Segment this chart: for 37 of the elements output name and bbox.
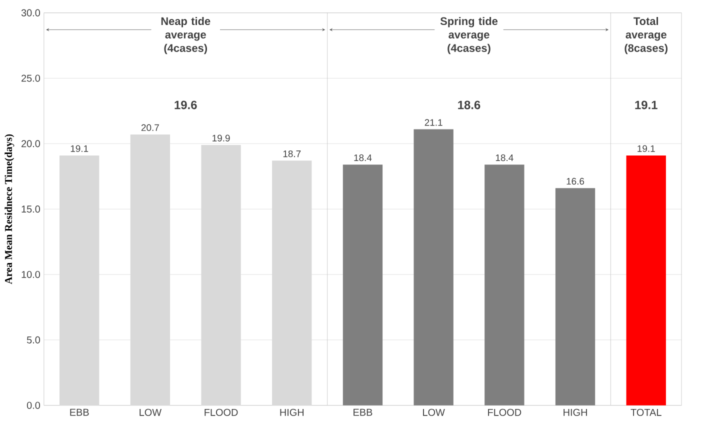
x-tick-label: FLOOD bbox=[204, 408, 238, 416]
data-label: 18.4 bbox=[496, 154, 514, 162]
x-tick-label: TOTAL bbox=[630, 408, 662, 416]
annotation: 19.6 bbox=[174, 100, 197, 110]
data-label: 19.1 bbox=[638, 145, 655, 152]
y-tick-label: 5.0 bbox=[26, 336, 40, 344]
y-tick-label: 0.0 bbox=[26, 402, 40, 409]
x-tick-label: HIGH bbox=[280, 408, 304, 416]
y-tick-label: 10.0 bbox=[22, 270, 40, 278]
y-axis-title: Area Mean Residnece Time(days) bbox=[4, 134, 14, 284]
y-tick-label: 25.0 bbox=[22, 74, 40, 82]
bar bbox=[626, 155, 666, 406]
bar bbox=[484, 164, 524, 406]
data-label: 19.1 bbox=[70, 145, 88, 152]
x-tick-label: HIGH bbox=[564, 408, 587, 416]
x-tick-label: EBB bbox=[70, 408, 89, 416]
x-tick-label: EBB bbox=[354, 408, 372, 416]
annotation: Total average (8cases) bbox=[624, 17, 668, 54]
bar bbox=[342, 164, 383, 406]
y-tick-label: 15.0 bbox=[22, 206, 40, 213]
x-tick-label: LOW bbox=[423, 408, 445, 416]
annotation: Spring tide average (4cases) bbox=[440, 17, 498, 54]
data-label: 18.7 bbox=[283, 150, 301, 158]
x-tick-label: LOW bbox=[140, 408, 162, 416]
data-label: 16.6 bbox=[566, 178, 584, 185]
data-label: 20.7 bbox=[141, 124, 159, 131]
annotation: 19.1 bbox=[635, 100, 658, 110]
y-tick-label: 30.0 bbox=[21, 9, 40, 16]
annotation: 18.6 bbox=[458, 100, 480, 110]
data-label: 18.4 bbox=[354, 154, 372, 162]
bar bbox=[555, 188, 596, 406]
bar bbox=[414, 129, 454, 406]
data-label: 21.1 bbox=[424, 119, 442, 126]
annotation: Neap tide average (4cases) bbox=[161, 17, 210, 54]
y-tick-label: 20.0 bbox=[22, 140, 40, 148]
x-tick-label: FLOOD bbox=[488, 408, 522, 416]
data-label: 19.9 bbox=[212, 134, 230, 142]
